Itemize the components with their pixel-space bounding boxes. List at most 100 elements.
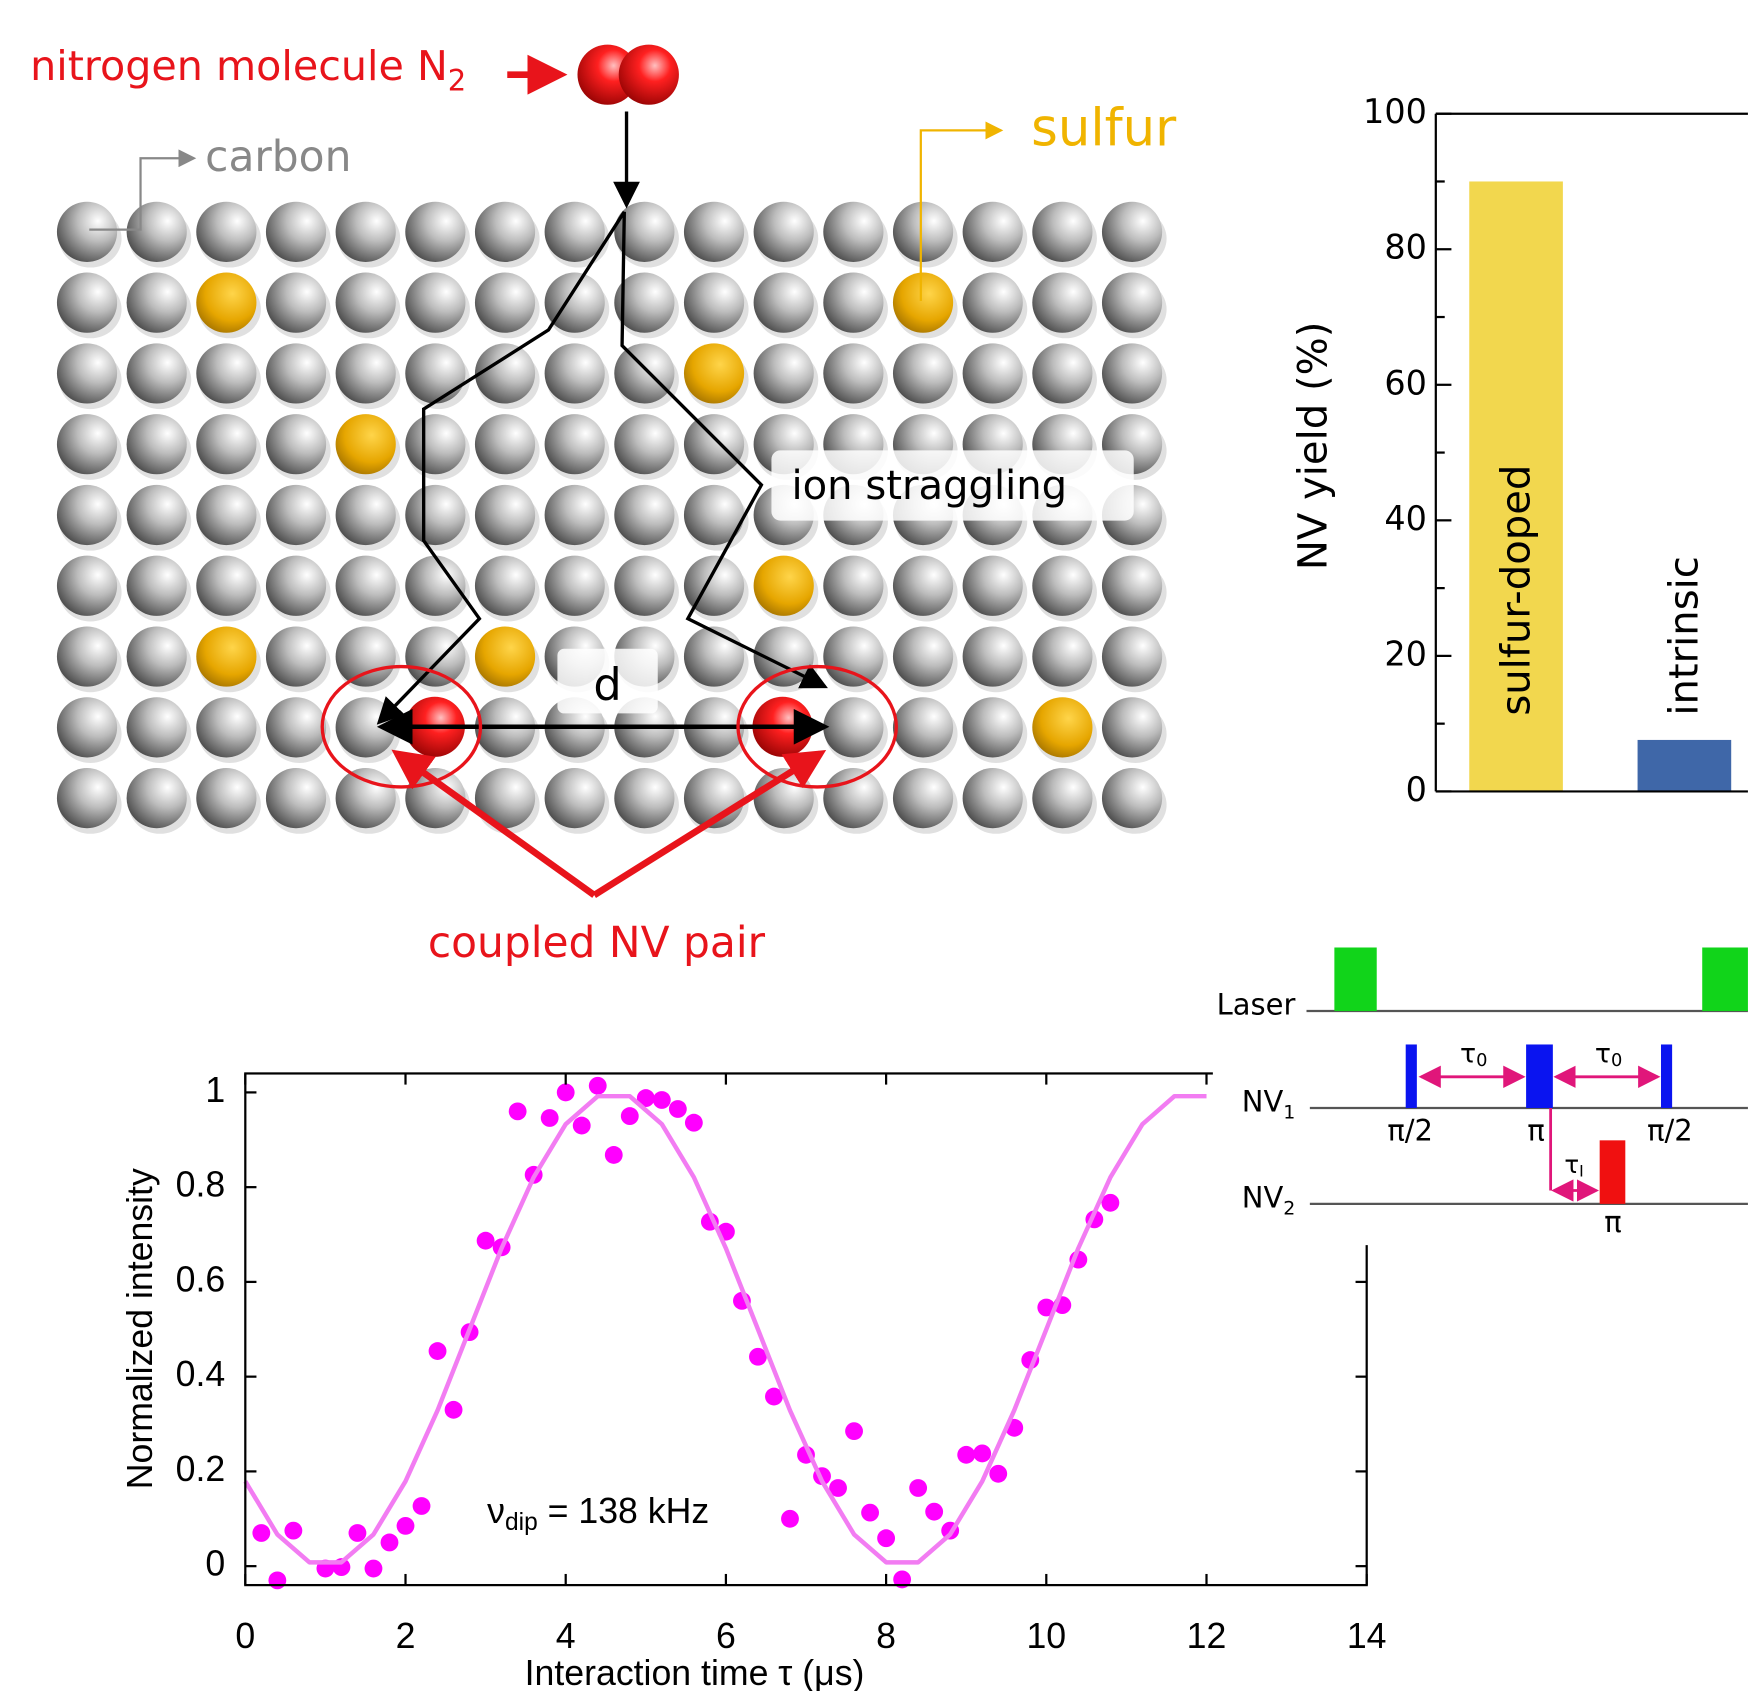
carbon-atom [1102,273,1162,333]
data-point [252,1524,270,1542]
carbon-atom [57,414,117,474]
data-point [925,1503,943,1521]
carbon-atom [266,343,326,403]
carbon-atom [545,414,605,474]
data-point [365,1560,383,1578]
carbon-atom [545,768,605,828]
carbon-atom [127,202,187,262]
carbon-atom [1032,768,1092,828]
carbon-atom [475,202,535,262]
carbon-atom [266,273,326,333]
x-tick-label: 12 [1187,1616,1227,1656]
carbon-atom [963,202,1023,262]
nv2-sub: 2 [1283,1197,1295,1219]
data-point [957,1446,975,1464]
carbon-atom [196,202,256,262]
data-point [909,1479,927,1497]
carbon-atom [684,626,744,686]
data-point [509,1102,527,1120]
carbon-atom [405,626,465,686]
mw-pulse [1661,1044,1672,1108]
laser-label: Laser [1217,988,1296,1022]
carbon-atom [57,697,117,757]
sulfur-atom [336,414,396,474]
carbon-atom [57,202,117,262]
carbon-atom [475,343,535,403]
data-point [429,1342,447,1360]
carbon-atom [405,202,465,262]
carbon-atom [475,485,535,545]
carbon-atom [127,768,187,828]
y-axis-label: Normalized intensity [120,1168,160,1489]
data-point [284,1522,302,1540]
carbon-atom [893,626,953,686]
carbon-atom [127,414,187,474]
n2-text: nitrogen molecule N [30,42,448,90]
pulse-label: π/2 [1387,1114,1433,1148]
carbon-atom [823,202,883,262]
carbon-atom [266,414,326,474]
sulfur-atom [684,343,744,403]
distance-label: d [593,659,621,711]
nitrogen-atom [619,45,679,105]
data-point [381,1534,399,1552]
data-point [877,1529,895,1547]
x-tick-label: 10 [1026,1616,1066,1656]
laser-pulse [1702,947,1748,1011]
carbon-atom [823,273,883,333]
sulfur-atom [893,273,953,333]
carbon-atom [196,556,256,616]
data-point [349,1524,367,1542]
carbon-atom [196,768,256,828]
fit-line [245,1096,1206,1562]
pulse-label: π/2 [1647,1114,1693,1148]
carbon-atom [545,202,605,262]
category-label: sulfur-doped [1493,465,1539,716]
carbon-atom [266,626,326,686]
data-point [989,1465,1007,1483]
carbon-atom [893,202,953,262]
carbon-atom [963,768,1023,828]
carbon-atom [127,556,187,616]
data-point [685,1114,703,1132]
mw-pulse [1406,1044,1417,1108]
carbon-atom [405,485,465,545]
carbon-atom [963,556,1023,616]
mw-pulse [1526,1044,1553,1108]
carbon-atom [684,202,744,262]
x-tick-label: 4 [556,1616,576,1656]
carbon-atom [1102,202,1162,262]
carbon-atom [823,626,883,686]
y-tick-label: 40 [1384,499,1427,538]
carbon-atom [475,414,535,474]
carbon-atom [963,626,1023,686]
carbon-atom [127,343,187,403]
carbon-atom [405,343,465,403]
data-point [557,1083,575,1101]
carbon-atom [1102,626,1162,686]
nv1-sub: 1 [1283,1101,1295,1123]
y-tick-label: 0 [1406,770,1427,809]
data-point [445,1401,463,1419]
carbon-atom [1032,273,1092,333]
carbon-atom [196,697,256,757]
carbon-atom [266,556,326,616]
sulfur-atom [1032,697,1092,757]
y-tick-label: 0.8 [176,1165,226,1205]
data-point [268,1571,286,1589]
carbon-atom [893,697,953,757]
annotation-sub: dip [505,1509,538,1536]
x-tick-label: 8 [876,1616,896,1656]
carbon-atom [336,556,396,616]
y-tick-label: 0 [205,1544,225,1584]
carbon-atom [196,485,256,545]
data-point [845,1422,863,1440]
data-point [589,1077,607,1095]
carbon-atom [266,768,326,828]
data-point [621,1107,639,1125]
sulfur-atom [196,626,256,686]
carbon-atom [545,556,605,616]
annotation-rest: = 138 kHz [538,1491,709,1531]
annotation: νdip = 138 kHz [487,1491,709,1536]
carbon-atom [963,343,1023,403]
